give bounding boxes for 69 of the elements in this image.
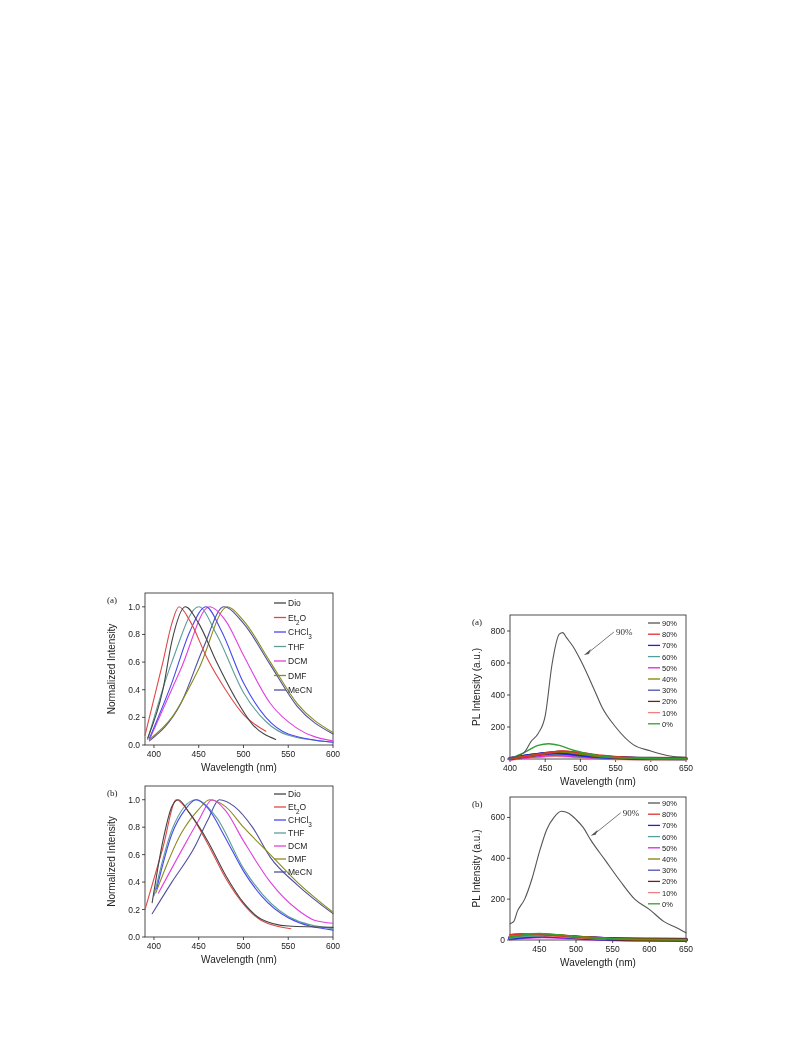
x-tick-label: 600 — [325, 941, 341, 951]
y-tick-label: 0.6 — [128, 849, 141, 860]
x-axis-title: Wavelength (nm) — [201, 954, 277, 965]
y-tick-label: 0.4 — [128, 877, 141, 888]
y-tick-label: 800 — [490, 626, 506, 636]
x-tick-label: 600 — [642, 944, 657, 954]
x-tick-label: 550 — [608, 763, 623, 773]
legend-label: MeCN — [288, 867, 313, 877]
x-axis-title: Wavelength (nm) — [560, 776, 636, 787]
y-tick-label: 0.2 — [128, 904, 141, 915]
legend-label: Et$_{2}$O — [288, 612, 307, 625]
legend-label: THF — [288, 828, 305, 838]
x-tick-label: 550 — [281, 941, 296, 951]
x-tick-label: 650 — [678, 944, 694, 954]
legend-label: MeCN — [288, 685, 313, 695]
chart-title: (b) — [107, 788, 118, 798]
y-tick-label: 0.0 — [128, 932, 141, 942]
annotation: 90% — [622, 807, 640, 818]
y-tick-label: 1.0 — [128, 794, 141, 805]
x-tick-label: 500 — [236, 749, 251, 759]
legend-label: DCM — [288, 656, 308, 666]
legend-label: DMF — [288, 854, 307, 864]
x-tick-label: 450 — [191, 941, 207, 951]
y-tick-label: 0 — [500, 935, 506, 945]
y-tick-label: 0.2 — [128, 712, 141, 723]
legend-label: CHCl$_{3}$ — [288, 815, 313, 828]
annotation: 90% — [615, 627, 633, 637]
y-tick-label: 400 — [490, 690, 506, 700]
legend-label: Dio — [288, 598, 302, 608]
y-axis-title: PL Intensity (a.u.) — [471, 829, 482, 908]
y-tick-label: 200 — [490, 894, 506, 905]
y-axis-title: Normalized Intensity — [106, 816, 117, 907]
chart-title: (a) — [107, 595, 117, 605]
x-tick-label: 500 — [573, 763, 588, 773]
x-tick-label: 450 — [538, 763, 553, 773]
x-axis-title: Wavelength (nm) — [201, 762, 277, 773]
y-tick-label: 0.4 — [128, 684, 141, 695]
y-tick-label: 0.0 — [128, 740, 141, 750]
y-tick-label: 400 — [490, 853, 506, 864]
x-tick-label: 450 — [191, 749, 207, 759]
x-tick-label: 450 — [532, 944, 547, 954]
chart-title: (b) — [472, 799, 483, 809]
x-tick-label: 500 — [236, 941, 251, 951]
y-tick-label: 600 — [490, 812, 506, 823]
y-axis-title: Normalized Intensity — [106, 623, 117, 715]
x-tick-label: 500 — [568, 944, 584, 954]
y-tick-label: 0.8 — [128, 822, 141, 833]
x-tick-label: 600 — [325, 749, 341, 759]
legend-label: DCM — [288, 841, 308, 851]
legend-label: THF — [288, 641, 305, 652]
x-tick-label: 650 — [678, 763, 694, 773]
legend-label: Et$_{2}$O — [288, 802, 307, 815]
y-axis-title: PL Intensity (a.u.) — [471, 648, 482, 726]
legend-label: Dio — [288, 789, 302, 799]
y-tick-label: 0 — [500, 754, 506, 764]
y-tick-label: 600 — [490, 658, 506, 668]
x-tick-label: 550 — [605, 944, 621, 954]
chart-title: (a) — [472, 617, 482, 627]
legend-label: CHCl$_{3}$ — [288, 627, 313, 640]
y-tick-label: 0.8 — [128, 629, 141, 640]
legend-label: DMF — [288, 670, 307, 681]
y-tick-label: 0.6 — [128, 657, 141, 668]
x-tick-label: 400 — [146, 749, 162, 759]
y-tick-label: 1.0 — [128, 601, 141, 612]
x-tick-label: 400 — [146, 941, 162, 951]
x-tick-label: 600 — [643, 763, 659, 773]
y-tick-label: 200 — [490, 722, 506, 732]
x-axis-title: Wavelength (nm) — [560, 957, 636, 968]
x-tick-label: 550 — [281, 749, 296, 759]
